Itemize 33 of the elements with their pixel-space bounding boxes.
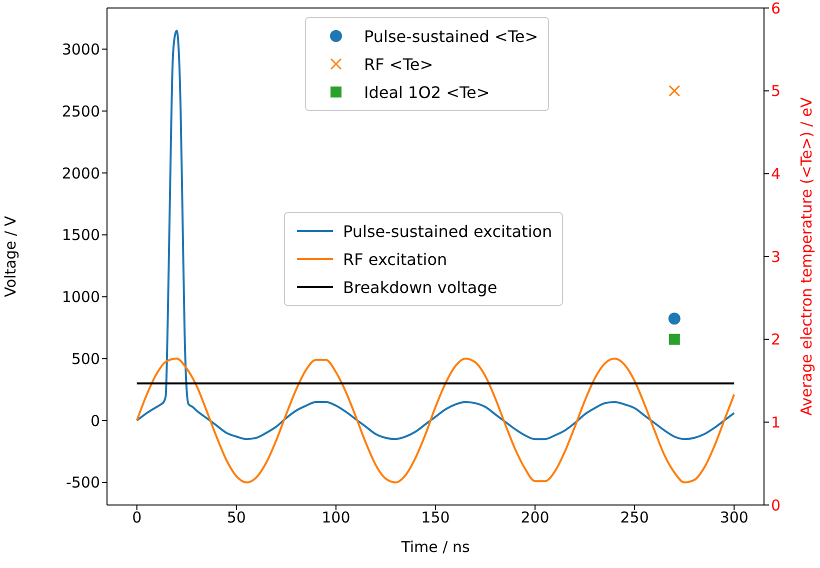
x-axis-title: Time / ns <box>400 538 470 556</box>
y-tick-label: 2500 <box>62 102 100 120</box>
x-tick-label: 150 <box>421 508 450 527</box>
y-tick-label: 2000 <box>62 164 100 182</box>
y-tick-label: -500 <box>66 474 100 492</box>
legend-label: Ideal 1O2 <Te> <box>364 82 490 102</box>
legend-label: Breakdown voltage <box>343 278 498 296</box>
x-tick-label: 50 <box>226 508 246 527</box>
y-axis-title: Voltage / V <box>1 215 20 298</box>
x-tick-label: 200 <box>520 508 550 527</box>
legend-label: Pulse-sustained excitation <box>343 222 552 240</box>
y2-tick-label: 6 <box>771 0 781 18</box>
line-series <box>136 30 736 440</box>
y2-tick-label: 5 <box>771 82 781 100</box>
y2-tick-label: 1 <box>771 413 781 432</box>
legend-label: RF <Te> <box>364 54 434 74</box>
y2-tick-label: 4 <box>771 164 781 183</box>
line-series <box>136 358 736 484</box>
y-tick-label: 1000 <box>62 288 100 306</box>
y2-tick-label: 3 <box>771 248 781 266</box>
y2-axis-title: Average electron temperature (<Te>) / eV <box>797 96 816 416</box>
y-tick-label: 500 <box>71 350 100 368</box>
y2-tick-label: 2 <box>771 330 781 349</box>
x-tick-label: 300 <box>720 508 748 527</box>
legend-label: RF excitation <box>343 250 448 268</box>
y-tick-label: 1500 <box>62 226 100 244</box>
x-tick-label: 0 <box>132 508 142 527</box>
y-tick-label: 0 <box>90 412 100 430</box>
y2-tick-label: 0 <box>771 496 781 514</box>
x-tick-label: 250 <box>620 508 649 527</box>
x-tick-label: 100 <box>322 508 350 527</box>
y-tick-label: 3000 <box>62 40 100 58</box>
legend-label: Pulse-sustained <Te> <box>364 26 538 46</box>
